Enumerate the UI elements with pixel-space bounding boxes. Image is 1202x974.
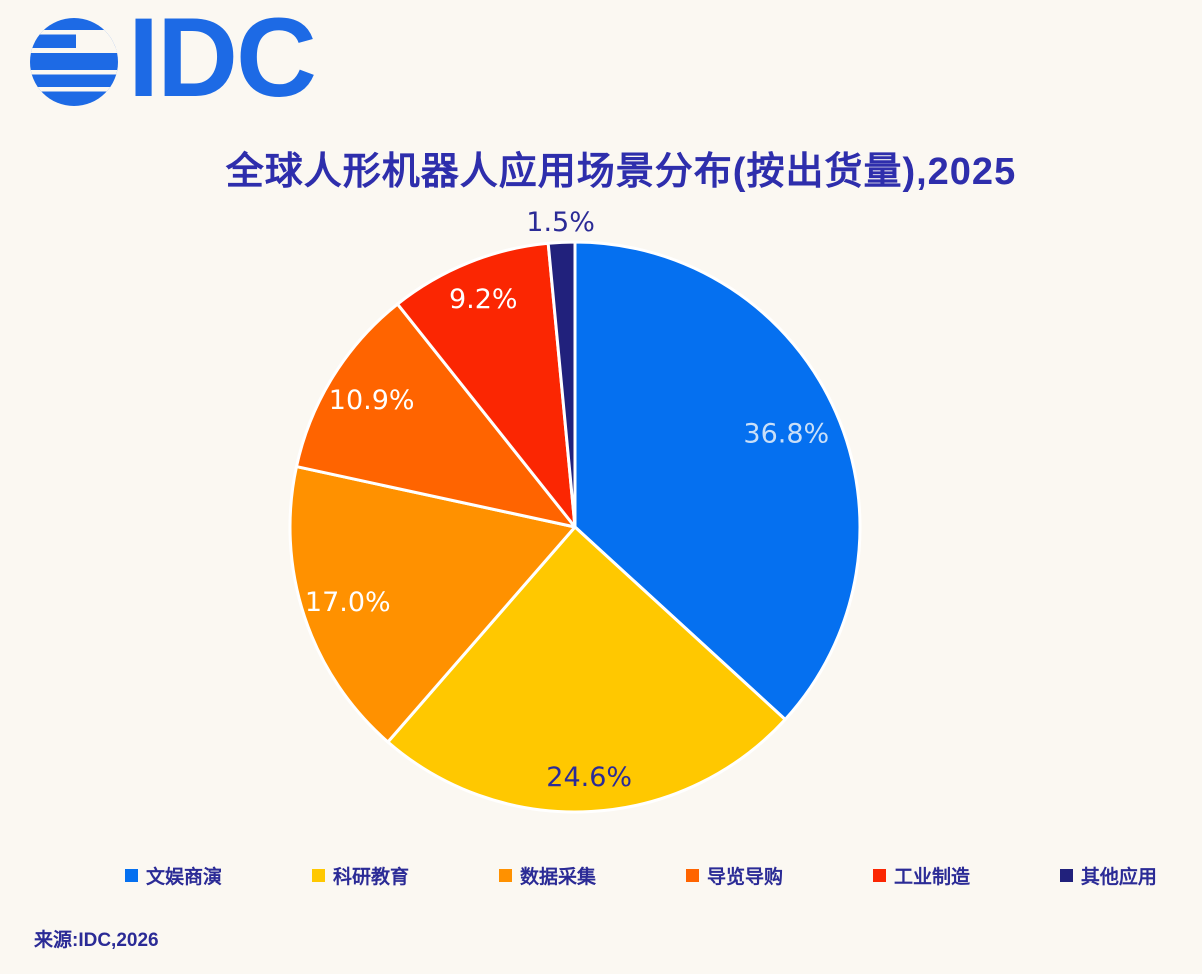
legend-item-5: 工业制造: [872, 862, 970, 889]
legend-swatch-icon: [311, 869, 325, 882]
source-note: 来源:IDC,2026: [34, 930, 159, 951]
legend-label: 文娱商演: [146, 867, 223, 888]
pie-slice-6: [546, 240, 577, 529]
pie-value-label-5: 9.2%: [449, 284, 518, 315]
idc-logo: IDC: [30, 2, 317, 114]
legend-label: 科研教育: [332, 867, 409, 888]
legend-item-4: 导览导购: [685, 862, 783, 889]
pie-value-label-6: 1.5%: [526, 207, 595, 238]
pie-slice-4: [294, 302, 577, 529]
pie-slice-3: [288, 465, 577, 744]
chart-legend: 文娱商演 科研教育 数据采集 导览导购 工业制造 其他应用: [125, 862, 1157, 889]
legend-label: 数据采集: [519, 867, 596, 888]
idc-striped-globe-icon: [30, 18, 118, 106]
legend-item-6: 其他应用: [1059, 862, 1157, 889]
idc-logo-text: IDC: [128, 0, 317, 120]
legend-item-2: 科研教育: [311, 862, 409, 889]
pie-slice-5: [396, 241, 577, 529]
legend-item-3: 数据采集: [498, 862, 596, 889]
legend-swatch-icon: [872, 869, 886, 882]
chart-title: 全球人形机器人应用场景分布(按出货量),2025: [225, 151, 1017, 193]
legend-label: 工业制造: [893, 867, 970, 888]
legend-swatch-icon: [498, 869, 512, 882]
legend-item-1: 文娱商演: [125, 862, 222, 889]
pie-value-label-1: 36.8%: [743, 419, 829, 450]
pie-slice-1: [573, 240, 862, 721]
legend-label: 其他应用: [1080, 867, 1157, 888]
pie-value-label-4: 10.9%: [329, 385, 415, 416]
pie-value-label-2: 24.6%: [546, 762, 632, 793]
pie-slice-2: [386, 525, 787, 814]
legend-swatch-icon: [125, 869, 138, 882]
legend-swatch-icon: [1059, 869, 1073, 882]
pie-value-label-3: 17.0%: [305, 587, 391, 618]
legend-swatch-icon: [685, 869, 699, 882]
legend-label: 导览导购: [706, 867, 783, 888]
